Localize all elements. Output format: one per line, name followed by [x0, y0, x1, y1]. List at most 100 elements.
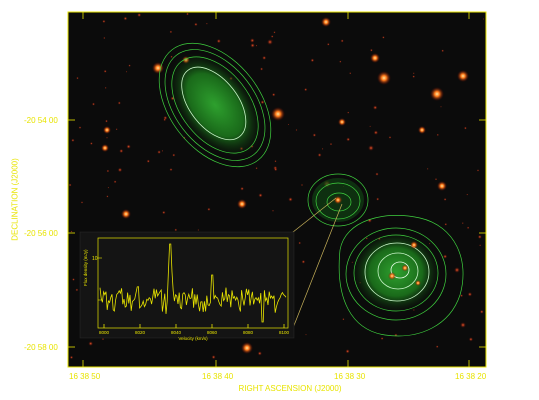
faint-star [106, 169, 110, 173]
faint-star [119, 148, 124, 154]
faint-star [250, 43, 256, 48]
faint-star [466, 193, 469, 196]
faint-star [257, 351, 262, 356]
faint-star [467, 292, 473, 297]
faint-star [103, 36, 106, 40]
faint-star [260, 100, 265, 105]
faint-star [463, 126, 467, 130]
faint-star [346, 137, 351, 142]
faint-star [105, 119, 108, 123]
faint-star [117, 101, 121, 105]
faint-star [211, 355, 216, 360]
faint-star [376, 197, 380, 201]
faint-star [216, 38, 221, 44]
faint-star [479, 244, 482, 247]
faint-star [162, 210, 166, 215]
faint-star [388, 136, 392, 139]
faint-star [206, 22, 208, 25]
faint-star [466, 226, 470, 230]
faint-star [347, 111, 350, 114]
spectrum-inset: Flux density (mJy) 10 Velocity (km/s) 80… [79, 231, 295, 341]
inset-x-axis-label: Velocity (km/s) [178, 336, 208, 341]
faint-star [260, 67, 264, 71]
faint-star [412, 72, 415, 75]
faint-star [301, 259, 306, 264]
faint-star [482, 18, 485, 20]
faint-star [70, 230, 73, 233]
faint-star [351, 261, 354, 264]
southern-radio-lobe [338, 215, 464, 337]
faint-star [295, 129, 298, 131]
faint-star [169, 30, 173, 34]
faint-star [476, 169, 480, 172]
faint-star [262, 55, 267, 61]
faint-star [113, 180, 117, 184]
faint-star [273, 31, 276, 34]
inset-y-tick: 10 [92, 256, 98, 262]
central-radio-core [307, 173, 369, 227]
faint-star [312, 133, 317, 137]
faint-star [194, 22, 198, 27]
faint-star [197, 229, 200, 231]
faint-star [161, 150, 164, 152]
faint-star [380, 337, 384, 340]
x-tick-label: 16 38 30 [334, 372, 366, 381]
faint-star [163, 118, 167, 122]
y-tick-label: -20 58 00 [24, 343, 58, 352]
faint-star [412, 75, 416, 78]
faint-star [170, 55, 173, 59]
faint-star [172, 153, 176, 157]
faint-star [342, 318, 345, 321]
faint-star [258, 193, 263, 198]
faint-star [169, 168, 173, 172]
faint-star [186, 12, 189, 16]
faint-star [442, 254, 448, 259]
faint-star [287, 123, 290, 126]
faint-star [157, 150, 162, 155]
faint-star [68, 183, 72, 187]
faint-star [146, 159, 150, 163]
faint-star [339, 60, 342, 63]
faint-star [101, 337, 105, 341]
faint-star [137, 12, 142, 18]
faint-star [304, 87, 308, 92]
faint-star [249, 38, 255, 43]
faint-star [365, 237, 368, 240]
faint-star [272, 209, 274, 212]
faint-star [443, 197, 447, 201]
faint-star [345, 349, 350, 354]
inset-x-tick-label: 8000 [99, 330, 110, 335]
inset-connector-lines [287, 197, 343, 334]
inset-x-tick-label: 8060 [207, 330, 218, 335]
faint-star [271, 92, 276, 97]
faint-star [298, 241, 302, 245]
faint-star [123, 16, 128, 21]
faint-star [436, 133, 439, 137]
faint-star [440, 106, 442, 108]
faint-star [71, 138, 75, 142]
faint-star [300, 183, 304, 187]
faint-star [441, 49, 445, 53]
faint-star [305, 333, 307, 336]
faint-star [329, 142, 333, 146]
faint-star [78, 126, 82, 129]
faint-star [103, 69, 107, 73]
faint-star [435, 345, 439, 349]
faint-star [107, 186, 110, 189]
faint-star [69, 355, 74, 360]
faint-star [321, 148, 324, 150]
faint-star [372, 105, 378, 110]
faint-star [373, 130, 379, 135]
faint-star [382, 36, 385, 39]
faint-star [117, 167, 123, 173]
faint-star [76, 76, 79, 80]
faint-star [412, 309, 415, 311]
faint-star [349, 72, 352, 75]
faint-star [102, 19, 106, 24]
spectrum-line [99, 243, 287, 323]
faint-star [434, 178, 438, 181]
faint-star [240, 186, 245, 191]
faint-star [183, 136, 186, 140]
y-tick-label: -20 54 00 [24, 116, 58, 125]
